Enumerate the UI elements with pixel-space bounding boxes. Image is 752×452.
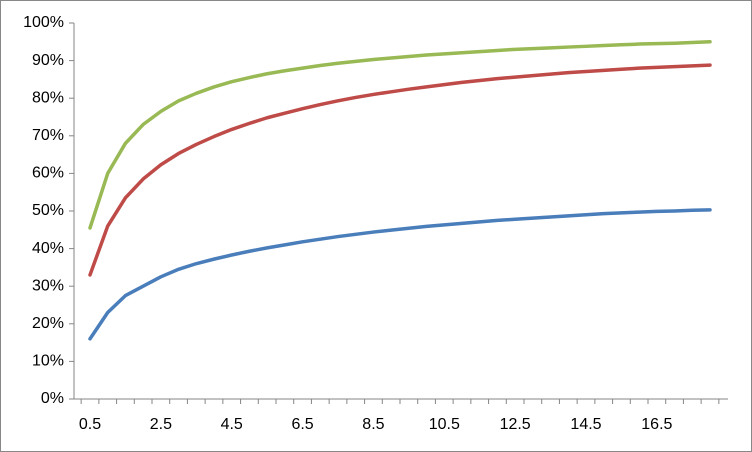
line-series bbox=[88, 40, 712, 230]
x-tick-label: 2.5 bbox=[150, 416, 172, 433]
x-tick-label: 14.5 bbox=[570, 416, 601, 433]
y-tick-label: 50% bbox=[32, 202, 64, 219]
x-tick-label: 8.5 bbox=[362, 416, 384, 433]
x-tick-label: 16.5 bbox=[641, 416, 672, 433]
y-tick-label: 30% bbox=[32, 277, 64, 294]
x-tick-label: 0.5 bbox=[79, 416, 101, 433]
y-tick-label: 10% bbox=[32, 353, 64, 370]
y-tick-label: 90% bbox=[32, 52, 64, 69]
x-tick-label: 12.5 bbox=[500, 416, 531, 433]
x-tick-label: 10.5 bbox=[429, 416, 460, 433]
y-tick-label: 100% bbox=[23, 14, 64, 31]
y-tick-label: 80% bbox=[32, 89, 64, 106]
y-tick-label: 0% bbox=[41, 390, 64, 407]
line-series bbox=[88, 208, 712, 341]
y-tick-label: 40% bbox=[32, 240, 64, 257]
x-tick-label: 6.5 bbox=[291, 416, 313, 433]
x-tick-label: 4.5 bbox=[221, 416, 243, 433]
y-tick-label: 20% bbox=[32, 315, 64, 332]
y-tick-label: 60% bbox=[32, 165, 64, 182]
line-series bbox=[88, 63, 712, 277]
y-tick-label: 70% bbox=[32, 127, 64, 144]
